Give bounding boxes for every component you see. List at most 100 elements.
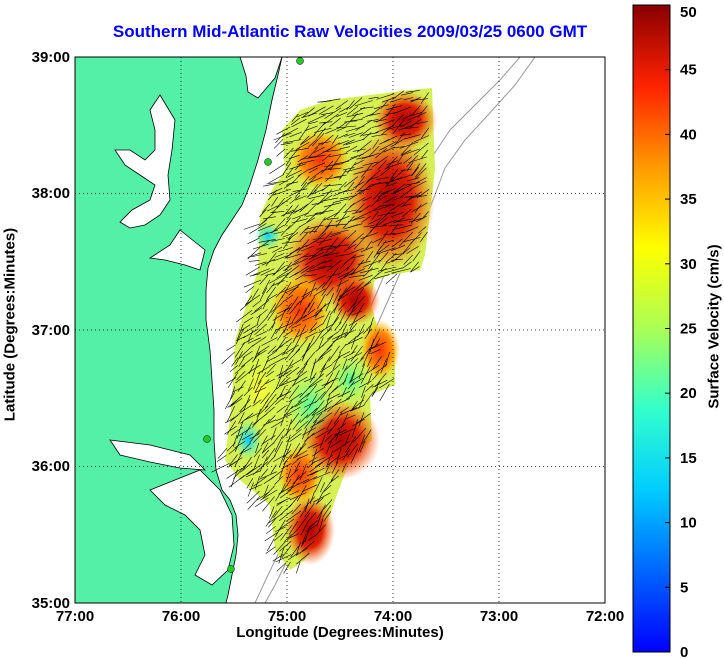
- velocity-arrow: [288, 316, 303, 329]
- velocity-arrow: [262, 419, 277, 426]
- velocity-arrow: [321, 399, 333, 410]
- velocity-arrow: [313, 357, 324, 365]
- velocity-arrow: [329, 303, 340, 316]
- velocity-arrow: [339, 271, 355, 280]
- y-tick-label: 37:00: [32, 322, 70, 339]
- velocity-arrow: [406, 177, 420, 182]
- velocity-arrow: [393, 218, 414, 223]
- velocity-arrow: [265, 252, 277, 267]
- velocity-arrow: [295, 420, 309, 432]
- velocity-arrow: [341, 462, 347, 473]
- velocity-arrow: [312, 132, 325, 147]
- velocity-arrow: [282, 294, 294, 303]
- velocity-arrow: [234, 364, 246, 374]
- velocity-arrow: [299, 288, 308, 306]
- velocity-arrow: [341, 281, 355, 298]
- velocity-arrow: [314, 386, 326, 393]
- velocity-arrow: [346, 105, 359, 116]
- velocity-arrow: [399, 133, 412, 136]
- velocity-arrow: [355, 203, 365, 213]
- velocity-arrow: [355, 357, 365, 366]
- velocity-arrow: [354, 160, 364, 166]
- velocity-arrow: [281, 240, 302, 244]
- velocity-arrow: [257, 223, 275, 232]
- velocity-arrow: [342, 373, 349, 386]
- velocity-arrow: [276, 372, 283, 389]
- velocity-arrow: [420, 149, 429, 159]
- velocity-arrow: [279, 503, 293, 516]
- velocity-arrow: [243, 223, 261, 230]
- velocity-arrow: [370, 223, 379, 232]
- velocity-arrow: [328, 345, 340, 362]
- velocity-arrow: [350, 377, 364, 387]
- velocity-arrow: [360, 246, 374, 253]
- velocity-arrow: [288, 533, 300, 539]
- velocity-arrow: [283, 406, 301, 417]
- velocity-arrow: [255, 442, 260, 454]
- velocity-arrow: [311, 400, 325, 416]
- velocity-arrow: [304, 258, 315, 266]
- velocity-arrow: [323, 211, 340, 221]
- velocity-arrow: [272, 246, 283, 253]
- velocity-arrow: [301, 176, 310, 187]
- velocity-arrow: [309, 491, 315, 504]
- velocity-arrow: [292, 419, 301, 430]
- velocity-arrow: [271, 238, 285, 242]
- velocity-arrow: [371, 379, 382, 397]
- velocity-arrow: [261, 442, 269, 454]
- velocity-arrow: [287, 428, 302, 442]
- velocity-arrow: [261, 449, 270, 459]
- velocity-arrow: [306, 212, 318, 223]
- velocity-arrow: [398, 125, 413, 131]
- velocity-arrow: [290, 400, 302, 410]
- velocity-arrow: [310, 260, 326, 270]
- velocity-arrow: [266, 205, 278, 212]
- velocity-arrow: [392, 231, 406, 236]
- velocity-arrow: [402, 237, 421, 243]
- velocity-arrow: [301, 484, 318, 492]
- velocity-arrow: [230, 469, 238, 488]
- colorbar-tick-label: 20: [680, 385, 697, 402]
- velocity-arrow: [338, 140, 350, 145]
- velocity-arrow: [389, 201, 405, 212]
- velocity-arrow: [229, 398, 243, 408]
- velocity-arrow: [357, 287, 365, 297]
- velocity-arrow: [358, 260, 371, 265]
- velocity-arrow: [281, 196, 292, 205]
- velocity-arrow: [324, 107, 342, 119]
- velocity-arrow: [402, 208, 412, 218]
- velocity-arrow: [323, 511, 332, 522]
- velocity-arrow: [322, 149, 341, 153]
- velocity-arrow: [392, 188, 405, 195]
- velocity-arrow: [334, 406, 341, 416]
- velocity-arrow: [392, 146, 405, 149]
- land-mass: [75, 57, 283, 603]
- velocity-arrow: [321, 183, 331, 192]
- velocity-arrow: [359, 106, 374, 110]
- velocity-arrow: [270, 329, 277, 340]
- velocity-arrow: [412, 105, 421, 115]
- velocity-arrow: [322, 505, 332, 518]
- velocity-arrow: [350, 153, 364, 159]
- velocity-arrow: [348, 132, 363, 138]
- velocity-arrow: [326, 419, 333, 431]
- velocity-arrow: [337, 133, 349, 139]
- velocity-arrow: [350, 448, 359, 464]
- velocity-arrow: [335, 215, 350, 222]
- velocity-arrow: [373, 245, 382, 259]
- velocity-arrow: [386, 160, 398, 166]
- velocity-arrow: [318, 323, 334, 334]
- velocity-arrow: [294, 450, 308, 458]
- velocity-arrow: [372, 139, 380, 149]
- velocity-arrow: [326, 335, 340, 351]
- velocity-arrow: [327, 420, 340, 435]
- velocity-arrow: [300, 134, 316, 146]
- velocity-arrow: [297, 170, 308, 177]
- velocity-arrow: [365, 240, 372, 250]
- velocity-arrow: [296, 239, 310, 254]
- colorbar-tick-label: 5: [680, 579, 688, 596]
- velocity-arrow: [296, 484, 307, 502]
- velocity-arrow: [271, 280, 285, 287]
- colorbar-tick-label: 25: [680, 321, 697, 338]
- velocity-arrow: [352, 418, 365, 427]
